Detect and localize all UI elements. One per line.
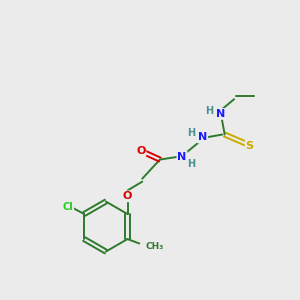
Text: N: N: [216, 109, 225, 119]
Text: N: N: [177, 152, 187, 162]
Text: H: H: [187, 128, 196, 138]
Text: CH₃: CH₃: [145, 242, 164, 251]
Text: N: N: [198, 133, 207, 142]
Text: O: O: [136, 146, 146, 156]
Text: H: H: [205, 106, 213, 116]
Text: S: S: [246, 141, 254, 151]
Text: H: H: [187, 159, 195, 169]
Text: O: O: [123, 191, 132, 201]
Text: Cl: Cl: [63, 202, 73, 212]
